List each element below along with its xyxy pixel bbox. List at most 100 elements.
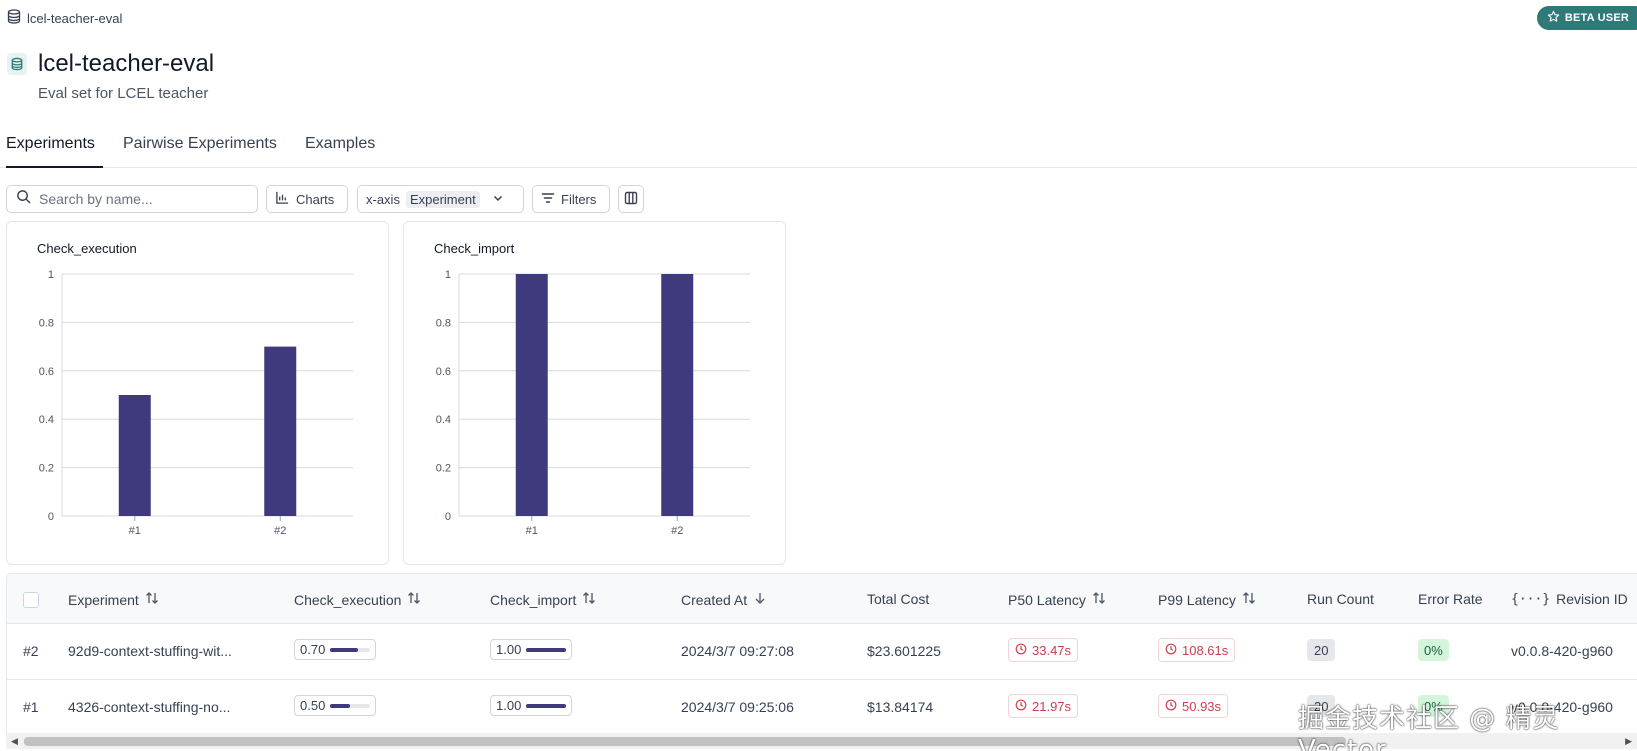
arrow-down-icon <box>753 591 767 608</box>
y-tick-label: 0.2 <box>39 463 54 475</box>
bar-n1 <box>118 395 151 516</box>
beta-user-badge[interactable]: BETA USER <box>1536 6 1637 30</box>
y-tick-label: 0 <box>48 511 54 523</box>
header-label: Created At <box>681 591 748 608</box>
x-tick-label: #2 <box>274 525 286 537</box>
y-tick-label: 0.8 <box>436 317 451 329</box>
y-tick-label: 0.4 <box>39 414 54 426</box>
latency-value: 108.61s <box>1182 642 1229 658</box>
select-all-checkbox[interactable] <box>23 592 39 608</box>
run-count-badge: 20 <box>1307 639 1336 661</box>
column-header-error-rate[interactable]: Error Rate <box>1418 591 1483 607</box>
clock-icon <box>1165 699 1177 714</box>
score-bar-fill <box>526 647 567 652</box>
top-bar: lcel-teacher-eval BETA USER <box>0 0 1637 34</box>
sort-icon <box>1092 591 1106 608</box>
score-value: 1.00 <box>496 698 522 713</box>
score-bar <box>526 647 567 652</box>
p99-latency-badge: 50.93s <box>1158 694 1229 718</box>
scrollbar-thumb[interactable] <box>24 737 1346 746</box>
score-bar <box>526 703 567 708</box>
column-header-revision-id[interactable]: {···} Revision ID <box>1511 591 1628 607</box>
header-label: P50 Latency <box>1008 591 1086 608</box>
score-chip-check-execution: 0.50 <box>294 695 377 716</box>
score-bar <box>330 647 371 652</box>
sort-icon <box>145 591 159 608</box>
row-id: #2 <box>23 643 39 659</box>
search-box[interactable] <box>6 185 258 213</box>
page-subtitle: Eval set for LCEL teacher <box>38 85 209 102</box>
x-axis-label: x-axis <box>366 191 400 207</box>
tab-examples[interactable]: Examples <box>305 135 376 152</box>
tab-pairwise-experiments[interactable]: Pairwise Experiments <box>123 135 277 152</box>
x-axis-select[interactable]: x-axis Experiment <box>357 185 524 213</box>
beta-user-label: BETA USER <box>1564 12 1629 24</box>
column-header-created-at[interactable]: Created At <box>681 591 767 608</box>
score-bar-fill <box>330 703 351 708</box>
scroll-left-arrow-icon[interactable]: ◀ <box>11 736 18 746</box>
column-header-run-count[interactable]: Run Count <box>1307 591 1374 607</box>
charts-button[interactable]: Charts <box>266 185 348 213</box>
sort-icon <box>582 591 596 608</box>
horizontal-scrollbar[interactable]: ◀ ▶ <box>6 733 1637 749</box>
bar-chart-check-import: 0 0.2 0.4 0.6 0.8 1 #1 #2 <box>436 269 750 537</box>
score-bar-fill <box>330 647 359 652</box>
columns-button[interactable] <box>618 185 644 213</box>
score-chip-check-import: 1.00 <box>490 695 573 716</box>
y-tick-label: 1 <box>48 269 54 281</box>
score-chip-check-execution: 0.70 <box>294 639 377 660</box>
star-icon <box>1547 10 1560 26</box>
p50-latency-badge: 21.97s <box>1008 694 1079 718</box>
column-header-p99-latency[interactable]: P99 Latency <box>1158 591 1256 608</box>
tab-experiments[interactable]: Experiments <box>6 135 103 168</box>
braces-icon: {···} <box>1511 591 1551 607</box>
column-header-experiment[interactable]: Experiment <box>68 591 159 608</box>
watermark: 掘金技术社区 @ 精灵Vector <box>1298 704 1560 751</box>
column-header-check-import[interactable]: Check_import <box>490 591 596 608</box>
latency-value: 50.93s <box>1182 698 1222 714</box>
column-header-total-cost[interactable]: Total Cost <box>867 591 929 607</box>
search-icon <box>16 189 31 209</box>
chart-title: Check_execution <box>37 241 137 256</box>
charts-label: Charts <box>296 191 335 207</box>
y-tick-label: 0.4 <box>436 414 451 426</box>
breadcrumb-label: lcel-teacher-eval <box>27 10 123 26</box>
revision-id: v0.0.8-420-g960 <box>1511 699 1613 715</box>
experiment-name[interactable]: 92d9-context-stuffing-wit... <box>68 643 232 659</box>
chart-card-check-execution: Check_execution 0 0.2 0.4 0.6 0.8 1 #1 #2 <box>6 221 389 565</box>
columns-icon <box>624 191 638 208</box>
database-icon <box>7 9 21 27</box>
y-tick-label: 0.8 <box>39 317 54 329</box>
score-value: 0.70 <box>300 642 326 657</box>
chart-card-check-import: Check_import 0 0.2 0.4 0.6 0.8 1 #1 #2 <box>403 221 786 565</box>
header-label: Error Rate <box>1418 591 1483 607</box>
latency-value: 21.97s <box>1032 698 1072 714</box>
table-row[interactable]: #1 4326-context-stuffing-no... 0.50 1.00… <box>7 680 1637 733</box>
total-cost: $23.601225 <box>867 643 941 659</box>
run-count-badge: 20 <box>1307 695 1336 717</box>
table-row[interactable]: #2 92d9-context-stuffing-wit... 0.70 1.0… <box>7 624 1637 680</box>
created-at: 2024/3/7 09:27:08 <box>681 643 794 659</box>
header-label: Total Cost <box>867 591 930 607</box>
search-input[interactable] <box>39 191 239 207</box>
created-at: 2024/3/7 09:25:06 <box>681 699 794 715</box>
y-tick-label: 0.2 <box>436 463 451 475</box>
tab-bar: Experiments Pairwise Experiments Example… <box>0 128 1637 168</box>
revision-id: v0.0.8-420-g960 <box>1511 643 1613 659</box>
error-rate-badge: 0% <box>1418 639 1449 661</box>
bar-chart-check-execution: 0 0.2 0.4 0.6 0.8 1 #1 #2 <box>39 269 353 537</box>
bar-n2 <box>264 346 297 516</box>
y-tick-label: 0 <box>445 511 451 523</box>
experiment-name[interactable]: 4326-context-stuffing-no... <box>68 699 231 715</box>
column-header-check-execution[interactable]: Check_execution <box>294 591 421 608</box>
breadcrumb[interactable]: lcel-teacher-eval <box>7 9 122 27</box>
header-label: Check_import <box>490 591 577 608</box>
score-value: 1.00 <box>496 642 522 657</box>
page-title: lcel-teacher-eval <box>38 50 215 77</box>
column-header-p50-latency[interactable]: P50 Latency <box>1008 591 1106 608</box>
total-cost: $13.84174 <box>867 699 934 715</box>
filters-button[interactable]: Filters <box>532 185 610 213</box>
scroll-right-arrow-icon[interactable]: ▶ <box>1625 736 1632 746</box>
clock-icon <box>1165 643 1177 658</box>
dataset-icon <box>7 53 27 75</box>
